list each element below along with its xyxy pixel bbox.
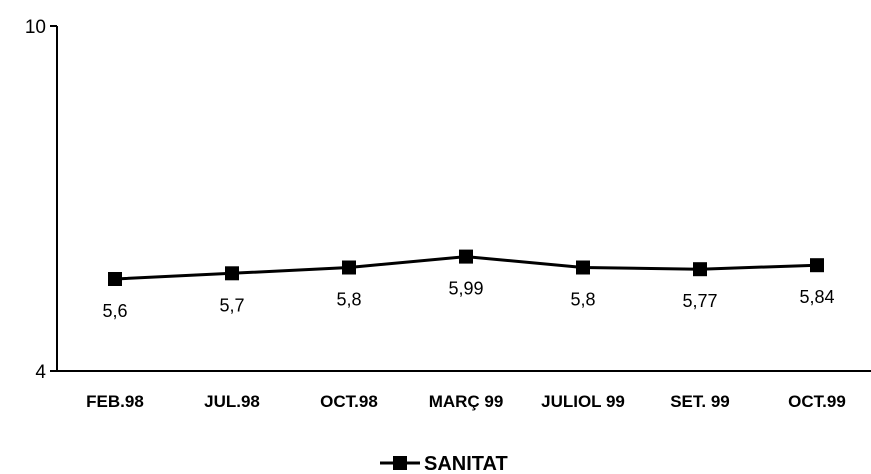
data-point-marker [810, 258, 824, 273]
data-point-marker [576, 260, 590, 275]
data-label: 5,77 [682, 291, 717, 311]
data-labels: 5,6 5,7 5,8 5,99 5,8 5,77 5,84 [102, 279, 834, 321]
data-label: 5,7 [219, 295, 244, 315]
data-label: 5,8 [336, 290, 361, 310]
x-tick-label: OCT.98 [320, 392, 378, 411]
legend-marker [393, 456, 407, 470]
data-point-marker [225, 266, 239, 281]
x-tick-label: MARÇ 99 [429, 392, 504, 411]
legend-label-sanitat: SANITAT [424, 453, 508, 474]
x-tick-label: OCT.99 [788, 392, 846, 411]
data-point-marker [693, 262, 707, 277]
data-point-marker [342, 260, 356, 275]
x-tick-label: JULIOL 99 [541, 392, 625, 411]
x-tick-label: FEB.98 [86, 392, 144, 411]
data-label: 5,84 [799, 287, 834, 307]
data-point-marker [108, 272, 122, 286]
x-tick-label: JUL.98 [204, 392, 260, 411]
x-tick-labels: FEB.98 JUL.98 OCT.98 MARÇ 99 JULIOL 99 SET. 9… [86, 392, 846, 411]
data-label: 5,6 [102, 301, 127, 321]
data-label: 5,8 [570, 290, 595, 310]
y-tick-label-min: 4 [35, 362, 46, 383]
y-tick-label-max: 10 [25, 17, 46, 38]
data-point-marker [459, 249, 473, 264]
data-label: 5,99 [448, 279, 483, 299]
x-tick-label: SET. 99 [670, 392, 730, 411]
series-markers [108, 249, 824, 286]
legend: SANITAT [380, 453, 508, 474]
